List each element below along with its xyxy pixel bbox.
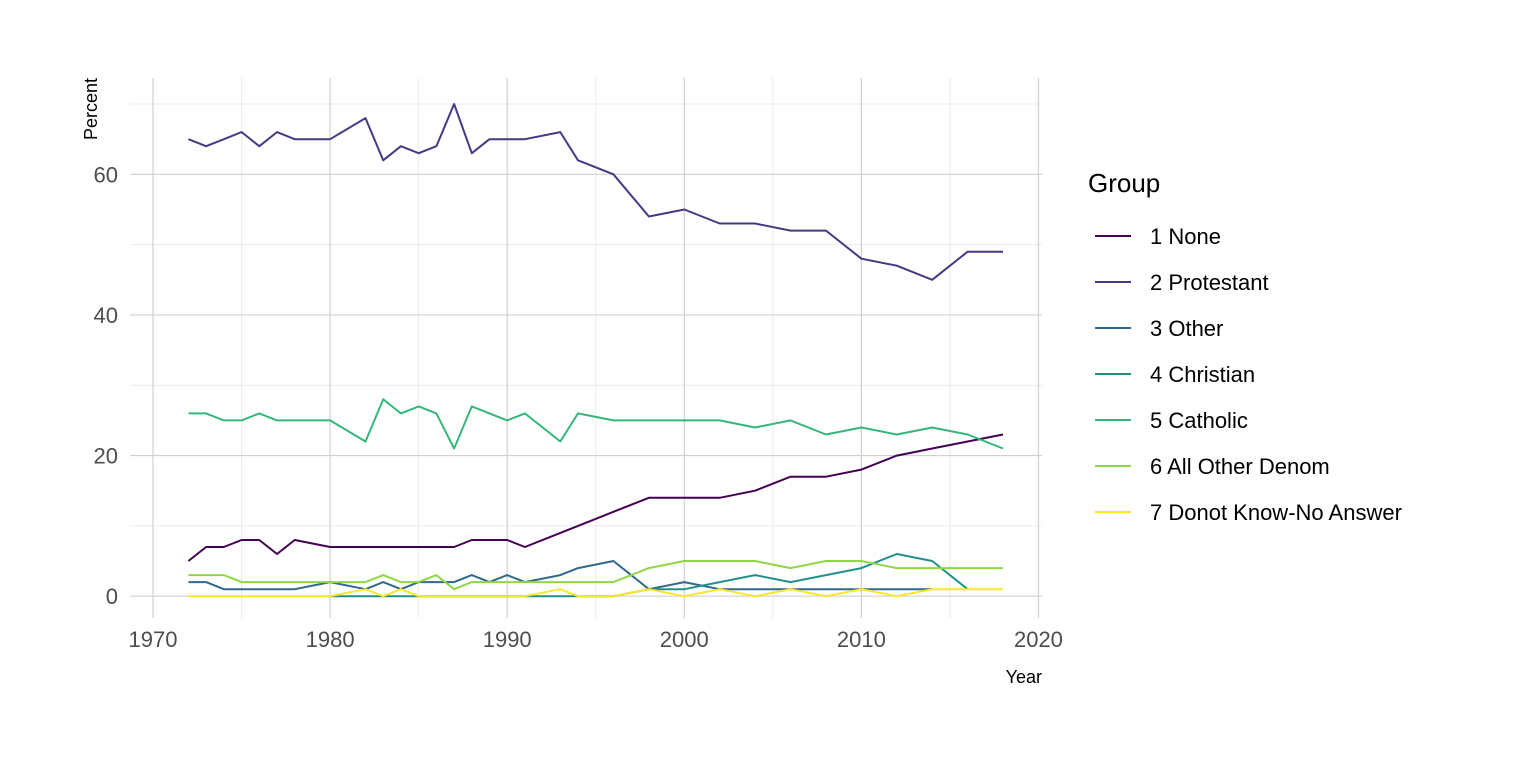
legend-item: 7 Donot Know-No Answer xyxy=(1095,500,1402,525)
y-tick-label: 60 xyxy=(94,162,118,187)
legend-item: 2 Protestant xyxy=(1095,270,1269,295)
x-tick-label: 2010 xyxy=(837,627,886,652)
series-line-2-protestant xyxy=(188,103,1003,281)
legend-label: 6 All Other Denom xyxy=(1150,454,1330,479)
y-axis-ticks: 0 20 40 60 xyxy=(94,162,118,609)
series-line-1-none xyxy=(187,433,1004,562)
x-axis-title: Year xyxy=(1006,667,1042,687)
legend-label: 5 Catholic xyxy=(1150,408,1248,433)
y-tick-label: 20 xyxy=(94,444,118,469)
x-tick-label: 1980 xyxy=(306,627,355,652)
series-lines xyxy=(187,103,1004,598)
legend-label: 4 Christian xyxy=(1150,362,1255,387)
x-tick-label: 2020 xyxy=(1014,627,1063,652)
legend: Group 1 None 2 Protestant 3 Other 4 Christi… xyxy=(1088,168,1402,525)
x-tick-label: 2000 xyxy=(660,627,709,652)
series-line-3-other xyxy=(188,560,933,591)
series-line-4-christian xyxy=(330,553,969,598)
legend-title: Group xyxy=(1088,168,1160,198)
legend-item: 5 Catholic xyxy=(1095,408,1248,433)
x-tick-label: 1990 xyxy=(483,627,532,652)
series-line-5-catholic xyxy=(188,398,1004,450)
series-line-7-donot-know-no-answer xyxy=(188,588,1003,598)
legend-label: 3 Other xyxy=(1150,316,1223,341)
legend-label: 2 Protestant xyxy=(1150,270,1269,295)
legend-item: 4 Christian xyxy=(1095,362,1255,387)
y-tick-label: 0 xyxy=(106,584,118,609)
grid xyxy=(130,78,1042,618)
legend-label: 7 Donot Know-No Answer xyxy=(1150,500,1402,525)
x-axis-ticks: 1970 1980 1990 2000 2010 2020 xyxy=(129,627,1063,652)
y-axis-title: Percent xyxy=(81,78,101,140)
legend-item: 6 All Other Denom xyxy=(1095,454,1330,479)
x-tick-label: 1970 xyxy=(129,627,178,652)
legend-item: 3 Other xyxy=(1095,316,1223,341)
legend-label: 1 None xyxy=(1150,224,1221,249)
series-line-6-all-other-denom xyxy=(188,560,1003,591)
legend-item: 1 None xyxy=(1095,224,1221,249)
y-tick-label: 40 xyxy=(94,303,118,328)
